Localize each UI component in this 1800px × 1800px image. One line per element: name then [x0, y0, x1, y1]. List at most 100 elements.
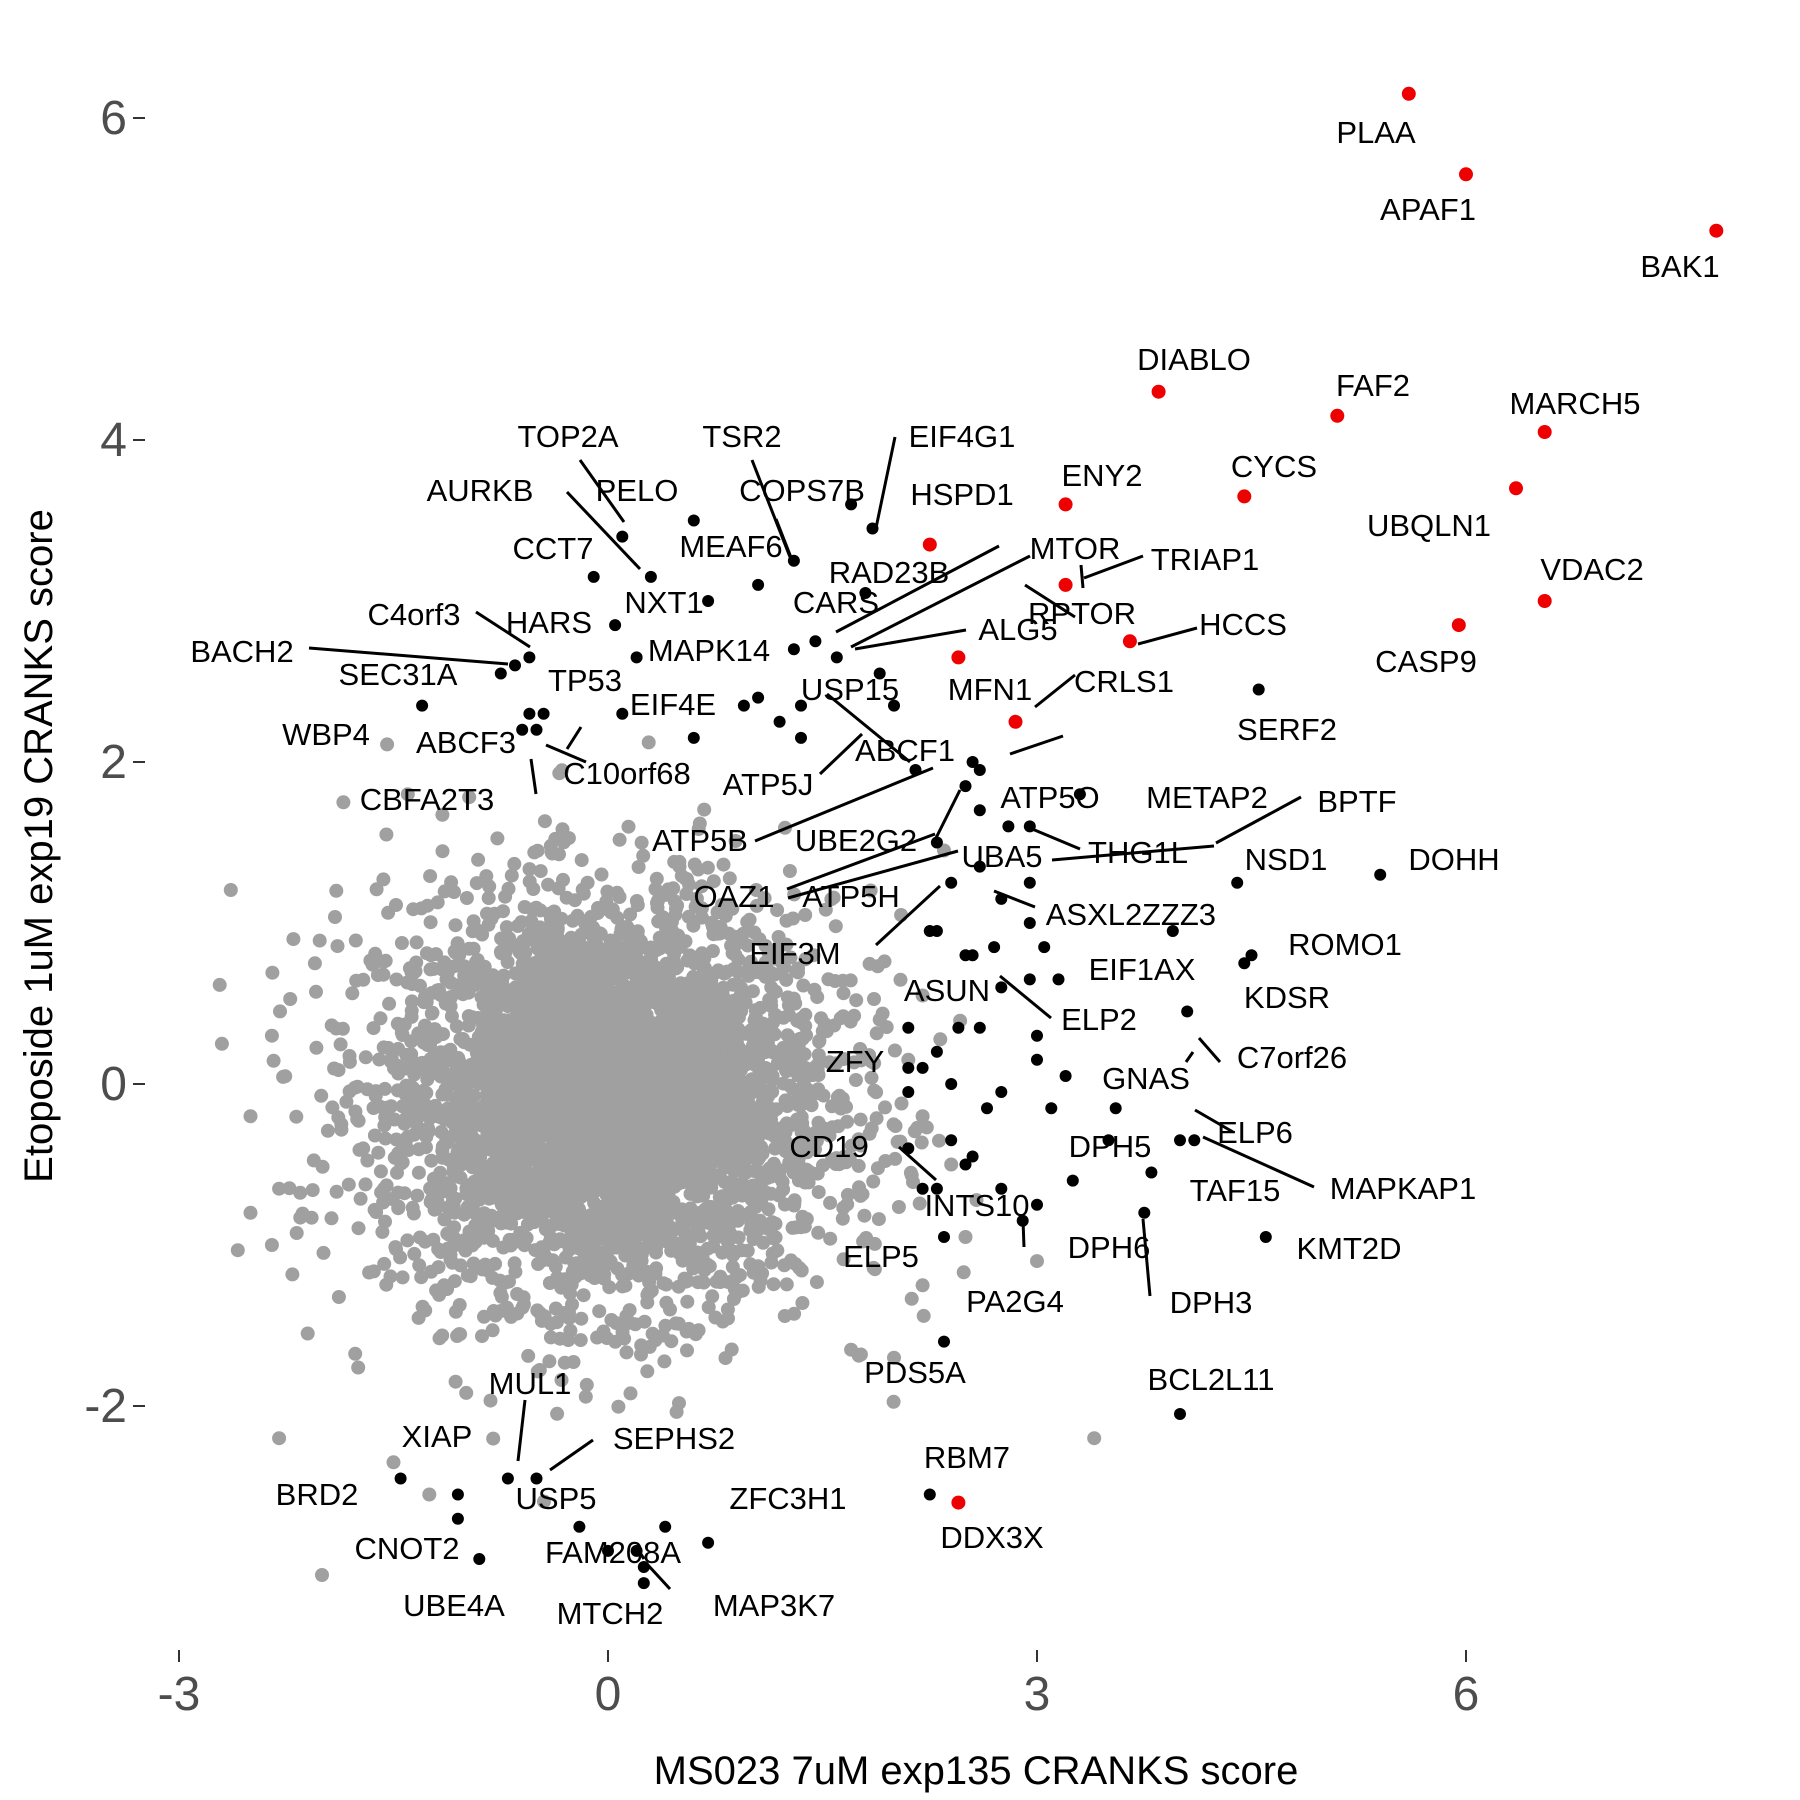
- point-label-apaf1: APAF1: [1380, 192, 1476, 227]
- background-point: [753, 1273, 768, 1288]
- background-point: [886, 1394, 901, 1409]
- point-label-ube4a: UBE4A: [403, 1588, 505, 1623]
- background-point: [944, 1157, 959, 1172]
- significant-point: [966, 949, 979, 962]
- background-point: [410, 1188, 425, 1203]
- highlighted-point-vdac2: [1537, 594, 1552, 608]
- background-point: [527, 845, 542, 860]
- background-point: [394, 936, 409, 950]
- background-point: [477, 1182, 492, 1197]
- significant-point: [973, 804, 986, 817]
- background-point: [543, 922, 558, 937]
- background-point: [467, 967, 482, 981]
- background-point: [600, 1219, 615, 1234]
- background-point: [276, 1069, 291, 1084]
- background-point: [798, 908, 813, 922]
- point-label-eny2: ENY2: [1062, 458, 1143, 493]
- labelled-point-nsd1: [1023, 876, 1036, 889]
- background-point: [692, 1039, 707, 1054]
- background-point: [779, 1277, 794, 1292]
- background-point: [727, 1103, 742, 1118]
- point-label-meaf6: MEAF6: [679, 529, 782, 564]
- labelled-point-cars: [787, 643, 800, 656]
- background-point: [649, 871, 664, 886]
- background-point: [747, 925, 762, 940]
- background-point: [651, 1037, 665, 1051]
- background-point: [611, 1056, 626, 1071]
- background-point: [891, 1200, 906, 1214]
- background-point: [514, 992, 529, 1007]
- background-point: [776, 1182, 791, 1197]
- leader-line: [835, 544, 1000, 634]
- background-point: [871, 1212, 886, 1227]
- background-point: [915, 988, 930, 1003]
- background-point: [734, 1243, 749, 1258]
- background-point: [622, 1303, 637, 1318]
- highlighted-point-crls1: [1008, 714, 1023, 729]
- background-point: [748, 1200, 763, 1215]
- background-point: [686, 969, 701, 984]
- background-point: [592, 1304, 607, 1319]
- background-point: [697, 802, 712, 817]
- labelled-point-elp2: [1031, 1029, 1043, 1042]
- background-point: [641, 1239, 656, 1254]
- background-point: [651, 1140, 666, 1155]
- background-point: [863, 883, 878, 898]
- background-point: [664, 1054, 679, 1069]
- background-point: [718, 1351, 733, 1366]
- background-point: [407, 1246, 422, 1261]
- background-point: [596, 1252, 611, 1267]
- background-point: [853, 1042, 868, 1056]
- background-point: [649, 1261, 664, 1276]
- background-point: [448, 1304, 463, 1319]
- background-point: [828, 919, 843, 934]
- point-label-romo1: ROMO1: [1288, 927, 1402, 962]
- labelled-point-cbfa2t3: [530, 723, 543, 736]
- leader-line: [1194, 1108, 1234, 1134]
- background-point: [356, 1141, 371, 1156]
- background-point: [717, 966, 732, 981]
- background-point: [536, 1024, 551, 1039]
- background-point: [517, 1066, 532, 1081]
- background-point: [621, 1092, 636, 1107]
- background-point: [867, 1262, 882, 1277]
- significant-point: [773, 715, 786, 728]
- background-point: [637, 1314, 652, 1329]
- background-point: [538, 1222, 553, 1237]
- background-point: [565, 951, 579, 966]
- background-point: [553, 1022, 568, 1037]
- leader-line: [1079, 564, 1085, 589]
- point-label-hars: HARS: [506, 605, 592, 640]
- labelled-point-metap2: [1073, 788, 1086, 801]
- background-point: [870, 1161, 885, 1176]
- background-point: [376, 967, 391, 982]
- background-point: [381, 905, 396, 920]
- background-point: [683, 948, 697, 963]
- background-point: [705, 1289, 720, 1304]
- point-label-rptor: RPTOR: [1028, 596, 1136, 631]
- background-point: [756, 1165, 771, 1180]
- labelled-point-bptf: [1231, 876, 1244, 889]
- background-point: [598, 1094, 613, 1109]
- background-point: [607, 1018, 622, 1033]
- background-point: [459, 891, 474, 905]
- labelled-point-c7orf26: [1181, 1005, 1194, 1018]
- background-point: [513, 946, 528, 961]
- background-point: [481, 891, 496, 905]
- background-point: [708, 1310, 723, 1325]
- background-point: [309, 1040, 324, 1055]
- y-tick-label: 4: [100, 414, 127, 467]
- labelled-point-oaz1: [930, 836, 943, 849]
- point-label-eif1ax: EIF1AX: [1089, 952, 1196, 987]
- background-point: [798, 1175, 813, 1190]
- background-point: [409, 935, 424, 950]
- point-label-hspd1: HSPD1: [910, 477, 1013, 512]
- background-point: [494, 974, 508, 989]
- leader-line: [1024, 583, 1076, 619]
- background-point: [932, 1133, 946, 1148]
- point-label-cars: CARS: [793, 585, 879, 620]
- labelled-point-c10orf68: [537, 707, 550, 720]
- background-point: [591, 1070, 606, 1085]
- background-point: [890, 1134, 905, 1149]
- background-point: [554, 1104, 569, 1119]
